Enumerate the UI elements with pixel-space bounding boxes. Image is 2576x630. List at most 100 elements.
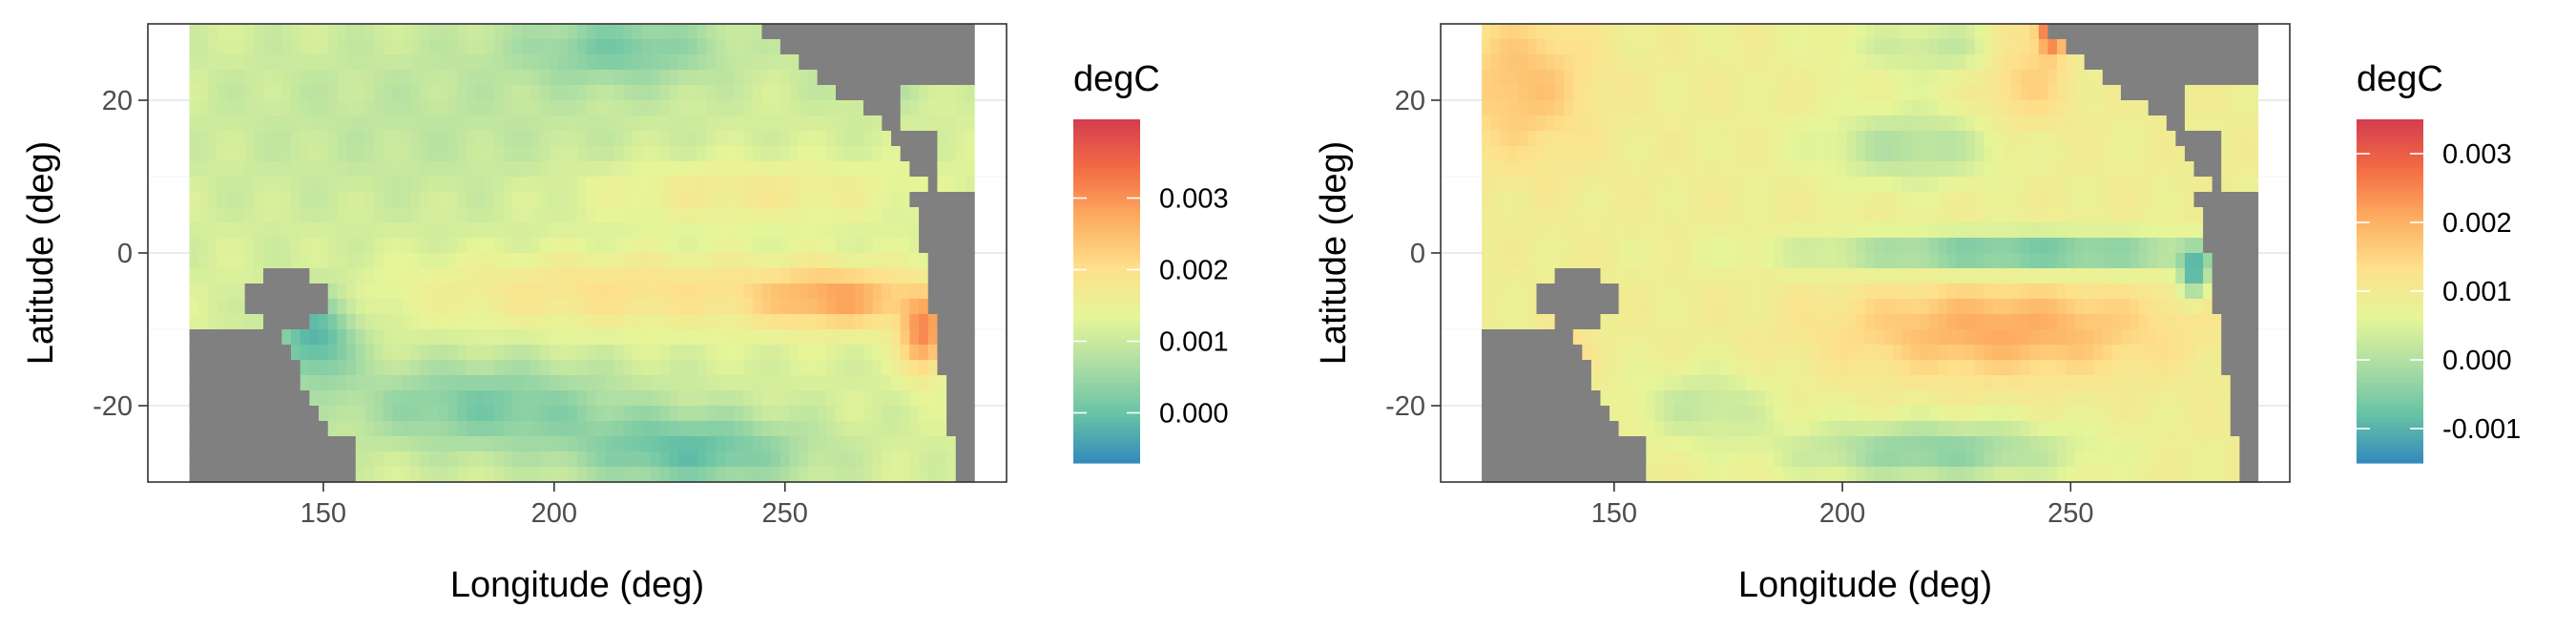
heatmap-cell (1682, 161, 1693, 178)
heatmap-cell (1984, 345, 1994, 361)
heatmap-cell (1618, 116, 1629, 132)
heatmap-cell (863, 39, 874, 55)
heatmap-cell (521, 238, 532, 254)
heatmap-cell (1782, 116, 1794, 132)
heatmap-cell (706, 39, 717, 55)
heatmap-cell (1984, 100, 1994, 116)
heatmap-cell (1838, 192, 1848, 208)
heatmap-cell (2011, 222, 2022, 239)
heatmap-cell (1965, 314, 1976, 330)
heatmap-cell (1755, 39, 1766, 55)
heatmap-cell (863, 436, 874, 452)
heatmap-cell (1527, 253, 1538, 269)
heatmap-cell (965, 131, 975, 147)
heatmap-cell (872, 345, 883, 361)
heatmap-cell (2212, 329, 2222, 346)
heatmap-cell (355, 100, 366, 116)
heatmap-cell (724, 85, 736, 101)
heatmap-cell (1737, 177, 1748, 193)
colorbar-segment (1073, 331, 1140, 335)
heatmap-cell (1636, 360, 1647, 376)
heatmap-cell (485, 314, 495, 330)
heatmap-cell (2084, 177, 2094, 193)
heatmap-cell (1490, 54, 1501, 71)
heatmap-cell (1590, 192, 1602, 208)
heatmap-cell (198, 85, 209, 101)
heatmap-cell (2248, 131, 2259, 147)
heatmap-cell (1718, 24, 1730, 40)
heatmap-cell (2102, 299, 2112, 315)
heatmap-cell (1810, 253, 1820, 269)
heatmap-cell (1682, 39, 1693, 55)
heatmap-cell (1646, 253, 1656, 269)
heatmap-cell (1746, 54, 1756, 71)
heatmap-cell (1801, 85, 1812, 101)
heatmap-cell (927, 177, 939, 193)
heatmap-cell (2148, 146, 2158, 162)
heatmap-cell (1737, 375, 1748, 391)
heatmap-cell (965, 238, 975, 254)
colorbar-segment (1073, 294, 1140, 298)
heatmap-cell (1947, 177, 1958, 193)
heatmap-cell (633, 207, 643, 223)
heatmap-cell (2230, 375, 2240, 391)
heatmap-cell (1527, 375, 1538, 391)
heatmap-cell (1874, 375, 1884, 391)
heatmap-cell (392, 375, 403, 391)
colorbar-segment (1073, 200, 1140, 203)
heatmap-cell (254, 207, 264, 223)
heatmap-cell (207, 177, 218, 193)
heatmap-cell (1856, 360, 1866, 376)
heatmap-cell (364, 284, 375, 300)
heatmap-cell (1508, 70, 1519, 86)
heatmap-cell (761, 467, 772, 483)
heatmap-cell (291, 329, 301, 346)
heatmap-cell (2002, 161, 2012, 178)
heatmap-cell (1618, 222, 1629, 239)
heatmap-cell (2056, 39, 2067, 55)
heatmap-cell (641, 54, 653, 71)
heatmap-cell (1892, 161, 1902, 178)
heatmap-cell (724, 329, 736, 346)
heatmap-cell (1636, 329, 1647, 346)
heatmap-cell (2029, 329, 2040, 346)
heatmap-cell (1984, 360, 1994, 376)
heatmap-cell (540, 360, 551, 376)
heatmap-cell (1490, 222, 1501, 239)
heatmap-cell (891, 375, 902, 391)
heatmap-cell (586, 360, 596, 376)
heatmap-cell (595, 85, 606, 101)
heatmap-cell (651, 375, 661, 391)
heatmap-cell (1508, 131, 1519, 147)
heatmap-cell (2193, 24, 2204, 40)
heatmap-cell (863, 161, 874, 178)
heatmap-cell (2139, 222, 2150, 239)
heatmap-cell (2111, 390, 2122, 407)
colorbar-segment (1073, 265, 1140, 269)
heatmap-cell (761, 360, 772, 376)
heatmap-cell (633, 70, 643, 86)
heatmap-cell (262, 131, 274, 147)
heatmap-cell (1710, 375, 1720, 391)
heatmap-cell (2148, 345, 2158, 361)
heatmap-cell (2157, 85, 2168, 101)
heatmap-cell (1610, 238, 1620, 254)
heatmap-cell (1546, 54, 1556, 71)
heatmap-cell (1947, 268, 1958, 284)
heatmap-cell (1618, 131, 1629, 147)
heatmap-cell (1518, 345, 1528, 361)
heatmap-cell (2047, 131, 2058, 147)
heatmap-cell (244, 345, 255, 361)
heatmap-cell (457, 54, 467, 71)
heatmap-cell (927, 161, 939, 178)
heatmap-cell (678, 238, 689, 254)
heatmap-cell (2166, 375, 2176, 391)
heatmap-cell (2056, 238, 2067, 254)
heatmap-cell (2212, 222, 2222, 239)
heatmap-cell (641, 314, 653, 330)
heatmap-cell (1700, 207, 1711, 223)
heatmap-cell (716, 253, 726, 269)
heatmap-cell (392, 268, 403, 284)
heatmap-cell (217, 390, 227, 407)
heatmap-cell (2047, 177, 2058, 193)
